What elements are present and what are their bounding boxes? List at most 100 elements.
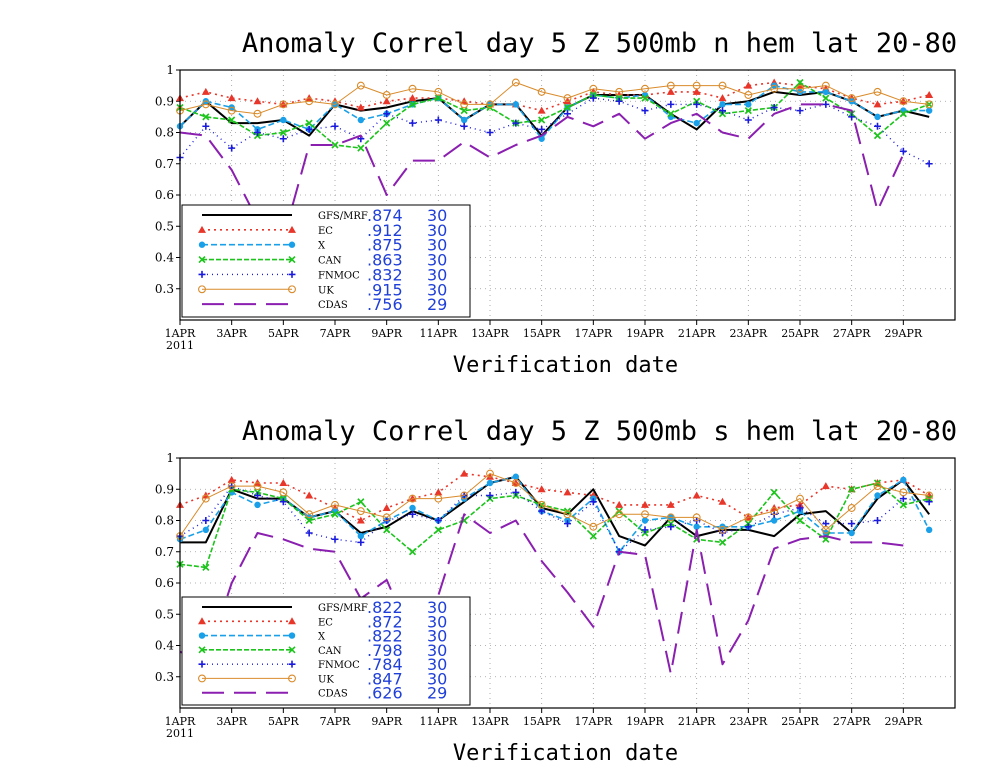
data-point <box>899 97 908 106</box>
data-point <box>288 660 296 668</box>
legend-label: UK <box>318 674 334 685</box>
series-uk <box>176 78 934 118</box>
data-point <box>692 491 701 499</box>
data-point <box>434 494 443 503</box>
data-point <box>537 87 546 96</box>
data-point <box>288 256 296 264</box>
data-point <box>253 97 262 105</box>
data-point <box>874 122 881 130</box>
x-tick-label: 7APR <box>320 715 351 728</box>
x-tick-label: 3APR <box>216 327 247 340</box>
data-point <box>822 88 830 96</box>
data-point <box>925 491 934 500</box>
legend-mean: .822 <box>367 598 403 617</box>
data-point <box>198 632 206 639</box>
data-point <box>821 81 830 90</box>
data-point <box>537 106 546 114</box>
data-point <box>847 504 856 512</box>
data-point <box>201 87 210 95</box>
data-point <box>512 101 520 108</box>
series-line <box>179 84 930 140</box>
series-line <box>179 82 930 115</box>
plot-frame <box>179 69 956 321</box>
data-point <box>744 523 752 531</box>
series-fnmoc <box>176 482 933 556</box>
data-point <box>693 100 701 108</box>
x-tick-label: 19APR <box>626 715 664 728</box>
data-point <box>718 94 727 102</box>
data-point <box>899 501 907 509</box>
x-tick-label: 13APR <box>471 327 509 340</box>
data-point <box>434 488 443 496</box>
data-point <box>254 501 261 509</box>
legend-mean: .784 <box>367 655 403 674</box>
data-point <box>305 510 314 519</box>
series-can <box>176 78 933 152</box>
data-point <box>279 498 287 506</box>
data-point <box>253 482 262 491</box>
data-point <box>227 106 236 115</box>
data-point <box>408 100 417 108</box>
y-tick-label: 0.6 <box>155 576 174 590</box>
data-point <box>899 97 908 105</box>
legend-label: FNMOC <box>318 270 360 281</box>
legend-count: 30 <box>427 612 447 631</box>
data-point <box>288 285 296 294</box>
data-point <box>718 538 727 546</box>
data-point <box>745 101 752 108</box>
data-point <box>641 526 649 534</box>
legend-mean: .756 <box>367 295 403 314</box>
data-point <box>821 525 830 534</box>
data-point <box>486 100 494 109</box>
x-tick-label: 9APR <box>371 715 402 728</box>
chart-title: Anomaly Correl day 5 Z 500mb n hem lat 2… <box>242 28 957 59</box>
data-point <box>511 479 520 487</box>
series-gfs-mrf <box>180 475 930 547</box>
series-line <box>179 482 930 569</box>
legend-mean: .832 <box>367 265 403 284</box>
data-point <box>409 504 416 512</box>
legend-count: 29 <box>427 684 447 703</box>
x-tick-label: 11APR <box>420 715 458 728</box>
data-point <box>460 100 469 109</box>
data-point <box>460 107 468 115</box>
x-tick-label: 11APR <box>420 327 458 340</box>
data-point <box>641 510 649 519</box>
y-tick-label: 1 <box>166 451 174 465</box>
data-point <box>563 510 572 519</box>
data-point <box>770 104 778 111</box>
data-point <box>486 472 494 480</box>
data-point <box>512 488 520 496</box>
data-point <box>305 491 314 499</box>
data-point <box>227 94 236 102</box>
data-point <box>796 500 804 508</box>
legend-label: FNMOC <box>318 660 360 671</box>
data-point <box>925 160 933 168</box>
legend-count: 30 <box>427 655 447 674</box>
data-point <box>796 504 804 512</box>
series-line <box>179 476 930 553</box>
data-point <box>201 100 210 109</box>
x-tick-label: 17APR <box>575 715 613 728</box>
data-point <box>486 479 494 487</box>
data-point <box>641 107 649 115</box>
data-point <box>563 488 572 496</box>
series-line <box>179 90 930 137</box>
data-point <box>589 522 598 531</box>
x-tick-label: 27APR <box>833 327 871 340</box>
x-tick-label: 23APR <box>730 327 768 340</box>
data-point <box>925 107 933 114</box>
x-tick-label: 9APR <box>371 327 402 340</box>
x-tick-label: 25APR <box>781 327 819 340</box>
data-point <box>198 617 206 625</box>
y-tick-label: 0.8 <box>155 514 174 528</box>
data-point <box>899 110 907 118</box>
series-line <box>179 81 930 149</box>
data-point <box>305 119 313 127</box>
data-point <box>253 109 262 118</box>
legend-box <box>181 204 471 318</box>
data-point <box>198 646 206 654</box>
legend-label: CAN <box>318 256 342 267</box>
data-point <box>874 492 881 499</box>
